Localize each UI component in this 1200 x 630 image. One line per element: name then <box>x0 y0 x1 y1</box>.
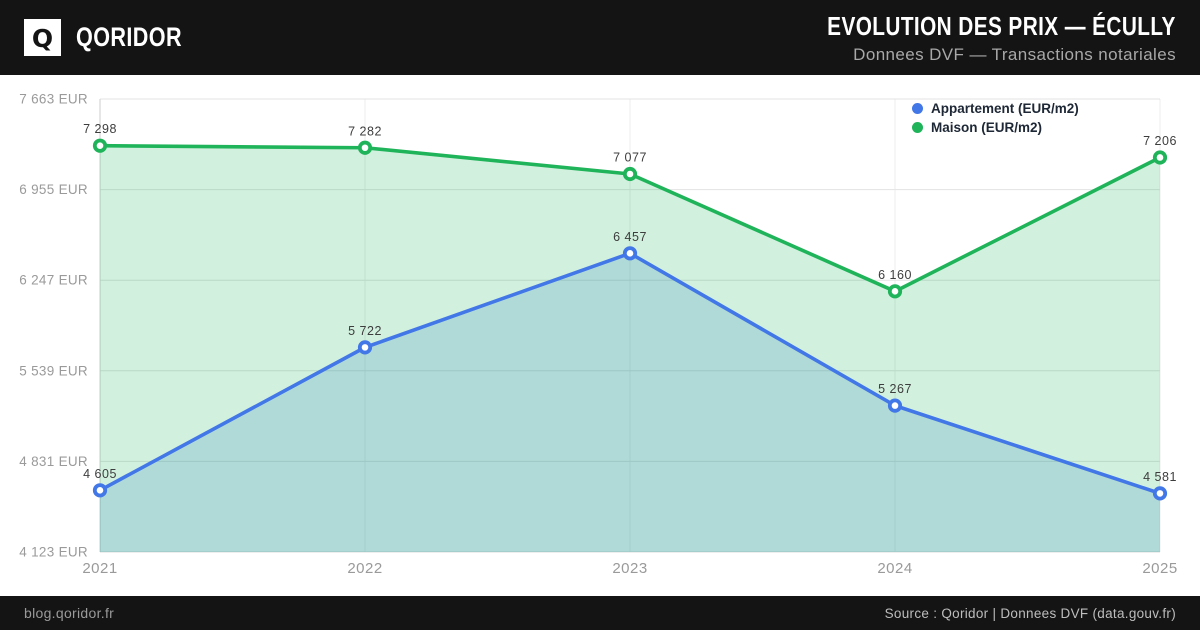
svg-text:7 282: 7 282 <box>348 124 382 138</box>
svg-text:6 955 EUR: 6 955 EUR <box>19 182 88 197</box>
svg-text:6 160: 6 160 <box>878 268 912 282</box>
svg-text:6 457: 6 457 <box>613 230 647 244</box>
svg-text:7 298: 7 298 <box>83 122 117 136</box>
svg-text:5 722: 5 722 <box>348 324 382 338</box>
svg-text:7 206: 7 206 <box>1143 134 1177 148</box>
chart-svg: 4 605 5 722 6 457 5 267 4 581 7 298 7 282 7 077… <box>19 92 1177 578</box>
svg-text:2023: 2023 <box>612 560 647 577</box>
logo-letter: Q <box>31 24 54 53</box>
maison-dot-icon <box>912 122 923 133</box>
svg-text:7 077: 7 077 <box>613 150 647 164</box>
svg-text:2022: 2022 <box>347 560 382 577</box>
page-subtitle: Donnees DVF — Transactions notariales <box>853 44 1176 64</box>
legend-item-appartement: Appartement (EUR/m2) <box>912 101 1079 116</box>
svg-text:5 539 EUR: 5 539 EUR <box>19 363 88 378</box>
legend-label-appartement: Appartement (EUR/m2) <box>931 101 1079 116</box>
svg-text:5 267: 5 267 <box>878 382 912 396</box>
page-title: EVOLUTION DES PRIX — ÉCULLY <box>827 10 1176 41</box>
footer-bar: blog.qoridor.fr Source : Qoridor | Donne… <box>0 596 1200 630</box>
svg-text:4 605: 4 605 <box>83 467 117 481</box>
svg-text:4 831 EUR: 4 831 EUR <box>19 454 88 469</box>
brand-block: Q QORIDOR <box>24 19 209 56</box>
svg-text:2021: 2021 <box>82 560 117 577</box>
footer-blog-url: blog.qoridor.fr <box>24 605 115 621</box>
legend-label-maison: Maison (EUR/m2) <box>931 120 1043 135</box>
legend-item-maison: Maison (EUR/m2) <box>912 120 1079 135</box>
brand-name: QORIDOR <box>76 22 183 52</box>
svg-text:6 247 EUR: 6 247 EUR <box>19 273 88 288</box>
chart-legend: Appartement (EUR/m2) Maison (EUR/m2) <box>912 101 1079 135</box>
appartement-dot-icon <box>912 103 923 114</box>
svg-text:7 663 EUR: 7 663 EUR <box>19 92 88 107</box>
svg-text:4 581: 4 581 <box>1143 470 1177 484</box>
svg-text:2024: 2024 <box>877 560 912 577</box>
title-block: EVOLUTION DES PRIX — ÉCULLY Donnees DVF … <box>740 11 1176 65</box>
footer-source: Source : Qoridor | Donnees DVF (data.gou… <box>884 605 1176 621</box>
qoridor-logo: Q <box>24 19 61 56</box>
svg-text:4 123 EUR: 4 123 EUR <box>19 545 88 560</box>
chart-area: 4 605 5 722 6 457 5 267 4 581 7 298 7 282 7 077… <box>0 75 1200 596</box>
svg-text:2025: 2025 <box>1142 560 1177 577</box>
header-bar: Q QORIDOR EVOLUTION DES PRIX — ÉCULLY Do… <box>0 0 1200 75</box>
